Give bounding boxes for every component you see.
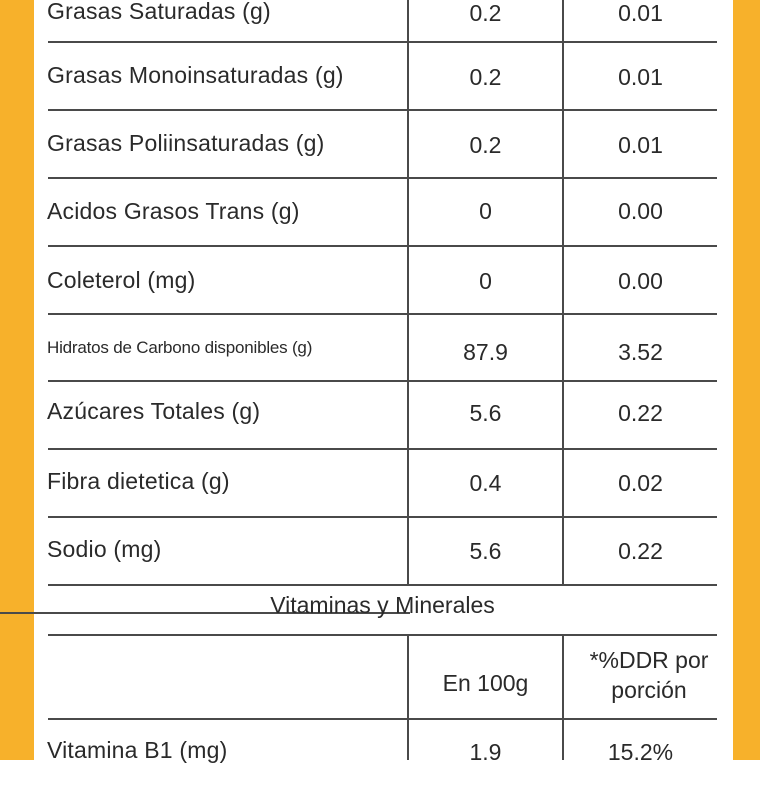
nutrient-per-portion: 0.01 — [618, 132, 663, 158]
nutrient-per100: 0.4 — [469, 470, 502, 496]
nutrient-row: Grasas Poliinsaturadas (g) 0.2 0.01 — [0, 110, 760, 178]
nutrient-per-portion: 0.00 — [618, 198, 663, 224]
vitamin-label: Vitamina B1 (mg) — [47, 737, 228, 763]
column-header-ddr: *%DDR por porción — [564, 645, 734, 705]
column-header-ddr-line1: *%DDR por — [589, 647, 709, 673]
column-divider — [562, 0, 564, 585]
nutrient-label: Fibra dietetica (g) — [47, 468, 230, 494]
column-divider — [562, 634, 564, 760]
nutrient-per100: 5.6 — [469, 400, 502, 426]
vitamin-ddr: 15.2% — [607, 739, 674, 765]
nutrient-per100: 0.2 — [469, 132, 502, 158]
column-divider — [407, 0, 409, 585]
nutrient-per-portion: 0.01 — [618, 0, 663, 26]
row-divider — [48, 313, 717, 315]
nutrient-per-portion: 0.02 — [618, 470, 663, 496]
row-divider — [48, 634, 717, 636]
nutrient-per-portion: 0.00 — [618, 268, 663, 294]
nutrient-per-portion: 0.01 — [618, 64, 663, 90]
column-divider — [407, 634, 409, 760]
nutrient-per100: 0 — [479, 198, 492, 224]
column-header-per100: En 100g — [442, 670, 529, 696]
nutrient-row: Sodio (mg) 5.6 0.22 — [0, 517, 760, 585]
vitamin-per100: 1.9 — [469, 739, 502, 765]
row-divider — [48, 177, 717, 179]
nutrient-label: Sodio (mg) — [47, 536, 162, 562]
nutrient-row: Grasas Monoinsaturadas (g) 0.2 0.01 — [0, 42, 760, 110]
row-divider — [48, 109, 717, 111]
row-divider — [48, 41, 717, 43]
section-title-vitamins: Vitaminas y Minerales — [270, 592, 495, 618]
nutrient-per-portion: 3.52 — [618, 339, 663, 365]
orange-border-right — [733, 0, 760, 760]
nutrient-per100: 87.9 — [463, 339, 508, 365]
nutrient-label: Grasas Poliinsaturadas (g) — [47, 130, 325, 156]
nutrient-row: Fibra dietetica (g) 0.4 0.02 — [0, 449, 760, 517]
nutrient-row: Azúcares Totales (g) 5.6 0.22 — [0, 381, 760, 449]
nutrient-label: Grasas Saturadas (g) — [47, 0, 271, 24]
nutrient-label: Azúcares Totales (g) — [47, 398, 261, 424]
row-divider — [48, 516, 717, 518]
column-header-ddr-line2: porción — [611, 677, 687, 703]
nutrient-per100: 0 — [479, 268, 492, 294]
nutrient-row: Coleterol (mg) 0 0.00 — [0, 246, 760, 314]
nutrient-row: Grasas Saturadas (g) 0.2 0.01 — [0, 0, 760, 50]
row-divider — [48, 245, 717, 247]
nutrient-label: Acidos Grasos Trans (g) — [47, 198, 300, 224]
orange-border-left — [0, 0, 34, 760]
nutrient-per100: 0.2 — [469, 0, 502, 26]
row-divider — [48, 718, 717, 720]
nutrient-per100: 5.6 — [469, 538, 502, 564]
row-divider — [48, 448, 717, 450]
nutrient-per-portion: 0.22 — [618, 538, 663, 564]
nutrient-per100: 0.2 — [469, 64, 502, 90]
section-divider — [0, 612, 410, 614]
vitamin-row: Vitamina B1 (mg) 1.9 15.2% — [0, 719, 760, 787]
nutrient-label: Coleterol (mg) — [47, 267, 196, 293]
nutrient-label: Hidratos de Carbono disponibles (g) — [47, 338, 313, 357]
row-divider — [48, 380, 717, 382]
nutrient-label: Grasas Monoinsaturadas (g) — [47, 62, 344, 88]
nutrient-row: Acidos Grasos Trans (g) 0 0.00 — [0, 178, 760, 246]
row-divider — [48, 584, 717, 586]
nutrient-per-portion: 0.22 — [618, 400, 663, 426]
nutrient-row: Hidratos de Carbono disponibles (g) 87.9… — [0, 314, 760, 382]
